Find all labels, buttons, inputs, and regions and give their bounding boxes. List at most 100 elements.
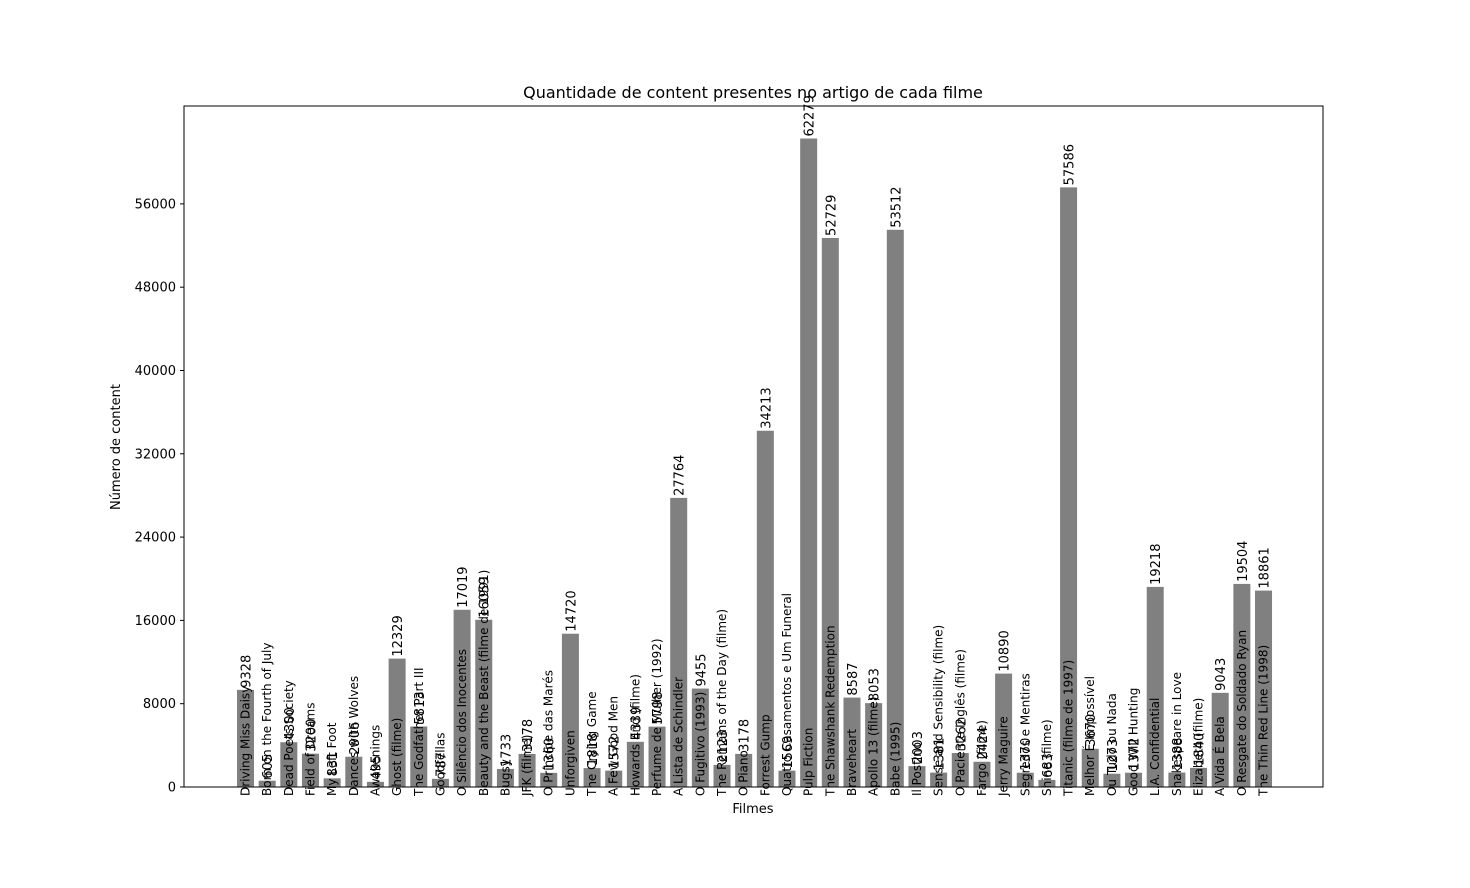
category-label: Segredos e Mentiras [1018,673,1032,796]
category-label: Jerry Maguire [997,716,1011,797]
y-tick-label: 40000 [135,364,176,379]
y-tick-label: 56000 [135,197,176,212]
bar [410,726,428,787]
bar [821,237,839,787]
bar [1016,772,1034,787]
bar [431,778,449,787]
value-label: 27764 [673,455,688,496]
bar [713,764,731,787]
bar [1081,748,1099,787]
bar [1233,583,1251,787]
bar [605,770,623,787]
bar [1168,772,1186,787]
category-label: Good Will Hunting [1127,688,1141,796]
category-label: Driving Miss Daisy [239,686,253,796]
y-tick-label: 24000 [135,531,176,546]
value-label: 495 [369,755,384,780]
category-label: Unforgiven [563,730,577,796]
bar [800,138,818,787]
value-label: 2123 [716,730,731,763]
bar [1038,779,1056,787]
category-label: Forrest Gump [758,714,772,796]
value-label: 605 [261,754,276,779]
category-label: Pulp Fiction [802,728,816,796]
bar [475,619,493,787]
value-label: 10890 [998,630,1013,671]
y-tick-label: 0 [168,781,176,796]
value-label: 17019 [456,566,471,607]
bar [951,753,969,787]
category-label: A Lista de Schindler [672,677,686,796]
category-label: O Paciente Inglês (filme) [953,649,967,796]
value-label: 3178 [521,719,536,752]
category-label: Quatro Casamentos e Um Funeral [780,593,794,796]
value-label: 14720 [564,590,579,631]
y-tick-label: 48000 [135,281,176,296]
category-label: Fargo (filme) [975,720,989,796]
bar [366,781,384,787]
bar [735,753,753,787]
bar [1255,590,1273,787]
bar [973,761,991,787]
value-label: 1733 [499,734,514,767]
category-label: O Príncipe das Marés [542,670,556,796]
bar [1146,586,1164,787]
value-label: 16059 [478,576,493,617]
value-label: 1818 [586,733,601,766]
bar [930,772,948,787]
bar [453,609,471,787]
plot-frame [183,105,1324,788]
category-label: O Fugitivo (1993) [693,692,707,796]
value-label: 1360 [543,738,558,771]
value-label: 3262 [954,718,969,751]
value-label: 3200 [304,719,319,752]
chart-title: Quantidade de content presentes no artig… [523,83,983,102]
category-label: The Thin Red Line (1998) [1257,645,1271,797]
bar [258,780,276,787]
value-label: 4339 [629,707,644,740]
bar [540,772,558,787]
category-label: Howards End (filme) [628,674,642,796]
value-label: 2003 [911,731,926,764]
value-label: 5813 [413,691,428,724]
value-label: 9328 [240,655,255,688]
value-label: 18861 [1258,547,1273,588]
category-label: Shakespeare in Love [1170,672,1184,796]
bar [388,658,406,787]
bar [843,697,861,787]
value-label: 57586 [1063,144,1078,185]
category-label: Il Postino [910,742,924,796]
bar [691,688,709,787]
bar [778,770,796,787]
bar [518,753,536,787]
category-label: The Godfather Part III [412,667,426,797]
bar [886,229,904,788]
category-labels-layer: Driving Miss Daisy Born on the Fourth of … [239,570,1271,797]
bar [1211,692,1229,787]
bar [561,633,579,787]
category-label: O Piano [737,750,751,796]
category-label: Ou Tudo ou Nada [1105,693,1119,796]
value-label: 5798 [651,692,666,725]
bar [626,741,644,787]
category-label: The Shawshank Redemption [823,625,837,797]
y-axis-label: Número de content [109,384,124,510]
y-tick-label: 16000 [135,614,176,629]
bar [756,430,774,787]
value-labels-layer: 9328 605 4300 3200 831 2906 495 12329 5813 787 170… [240,95,1273,780]
value-label: 3178 [738,719,753,752]
category-label: Titanic (filme de 1997) [1062,660,1076,797]
value-label: 787 [434,752,449,777]
category-label: Dances with Wolves [347,676,361,796]
category-label: Perfume de Mulher (1992) [650,638,664,796]
bar [301,753,319,787]
category-label: O Resgate do Soldado Ryan [1235,630,1249,796]
bar [648,726,666,787]
value-label: 1840 [1193,733,1208,766]
bar [1060,187,1078,787]
value-label: 1572 [608,736,623,769]
bars-layer [237,138,1273,788]
value-label: 62279 [803,95,818,136]
y-tick-label: 8000 [143,697,176,712]
